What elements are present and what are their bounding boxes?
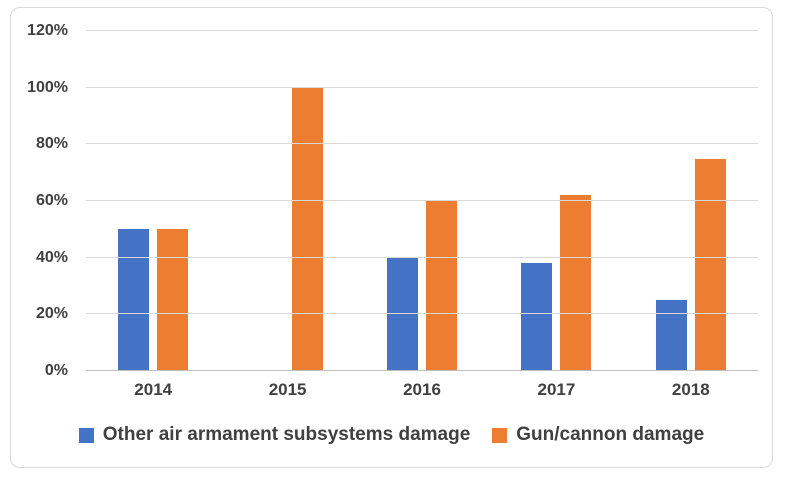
y-tick-label: 0% [44,362,68,379]
x-tick-label: 2014 [134,380,173,399]
bar [157,229,189,371]
gridline [86,256,758,258]
y-tick-label: 80% [35,135,68,153]
bar [118,229,150,371]
gridline [86,143,758,145]
y-tick-label: 120% [27,22,68,39]
bar-group [624,31,758,371]
legend-label: Other air armament subsystems damage [102,424,471,445]
x-axis: 2014 2015 2016 2017 2018 [86,380,758,400]
bar-group [355,31,489,371]
bar [694,158,726,371]
bar [655,300,687,371]
chart-container: 0% 20% 40% 60% 80% 100% 120% 2014 2015 2016 2017 2… [10,7,773,468]
legend-label: Gun/cannon damage [516,424,705,445]
bar-group [220,31,354,371]
y-tick-label: 20% [35,305,68,323]
legend-swatch-icon [78,427,94,443]
gridline [86,30,758,31]
plot-area [86,30,758,371]
y-tick-label: 40% [35,248,68,266]
bar [291,87,323,371]
x-tick-label: 2015 [268,380,307,399]
gridline [86,86,758,88]
legend: Other air armament subsystems damage Gun/… [11,424,772,446]
bar-group [489,31,623,371]
x-tick-label: 2016 [403,380,441,399]
bar-group [86,31,220,371]
bar [560,195,592,371]
y-tick-label: 100% [27,78,68,96]
legend-item: Other air armament subsystems damage [78,424,471,446]
bars-row [86,31,758,371]
y-axis: 0% 20% 40% 60% 80% 100% 120% [11,23,68,379]
x-tick-label: 2018 [671,380,710,399]
x-tick-label: 2017 [537,380,576,399]
bar [426,201,458,371]
legend-swatch-icon [492,427,508,443]
x-axis-line [86,370,758,371]
y-tick-label: 60% [35,192,68,209]
bar [521,263,553,371]
gridline [86,200,758,201]
legend-item: Gun/cannon damage [492,424,704,446]
gridline [86,313,758,315]
